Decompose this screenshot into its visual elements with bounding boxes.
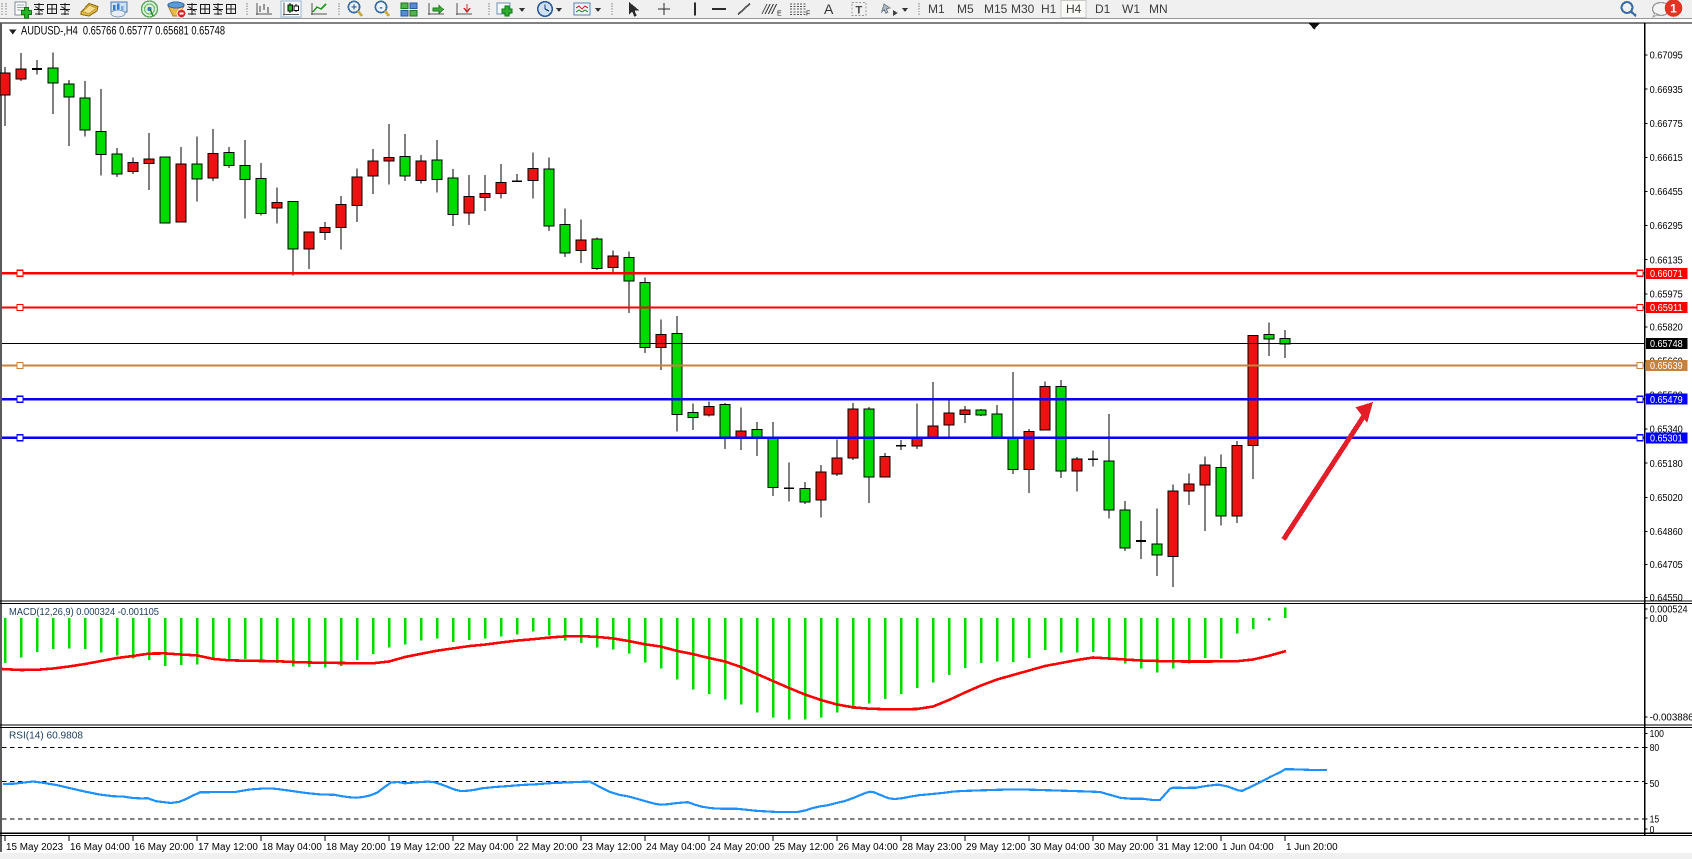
svg-text:0.64705: 0.64705 [1650,560,1684,571]
svg-text:28 May 23:00: 28 May 23:00 [902,842,962,853]
svg-text:0.64860: 0.64860 [1650,527,1684,538]
svg-text:0.65975: 0.65975 [1650,289,1684,300]
svg-text:0.00: 0.00 [1650,614,1668,625]
svg-text:18 May 20:00: 18 May 20:00 [326,842,386,853]
svg-text:30 May 04:00: 30 May 04:00 [1030,842,1090,853]
svg-text:MACD(12,26,9) 0.000324 -0.0011: MACD(12,26,9) 0.000324 -0.001105 [9,606,159,618]
svg-text:23 May 12:00: 23 May 12:00 [582,842,642,853]
svg-text:0.65479: 0.65479 [1650,395,1683,406]
svg-text:0.66935: 0.66935 [1650,85,1684,96]
svg-text:0.67095: 0.67095 [1650,51,1684,62]
svg-text:D1: D1 [1095,2,1111,16]
svg-text:29 May 12:00: 29 May 12:00 [966,842,1026,853]
svg-text:AUDUSD-,H4 0.65766 0.65777 0.: AUDUSD-,H4 0.65766 0.65777 0.65681 0.657… [21,26,225,38]
svg-text:30 May 20:00: 30 May 20:00 [1094,842,1154,853]
svg-text:0.66071: 0.66071 [1650,269,1683,280]
svg-text:22 May 20:00: 22 May 20:00 [518,842,578,853]
svg-text:24 May 20:00: 24 May 20:00 [710,842,770,853]
svg-text:80: 80 [1650,743,1660,754]
svg-text:-: - [379,3,382,14]
svg-text:M30: M30 [1011,2,1035,16]
svg-text:0.65180: 0.65180 [1650,459,1684,470]
svg-text:0.000524: 0.000524 [1650,605,1688,616]
svg-text:W1: W1 [1122,2,1140,16]
svg-text:0.65301: 0.65301 [1650,433,1683,444]
svg-text:1: 1 [1670,1,1677,15]
svg-text:1 Jun 04:00: 1 Jun 04:00 [1222,842,1274,853]
svg-text:0.66135: 0.66135 [1650,255,1684,266]
svg-text:17 May 12:00: 17 May 12:00 [198,842,258,853]
svg-text:0: 0 [1650,825,1655,836]
svg-text:16 May 04:00: 16 May 04:00 [70,842,130,853]
svg-text:0.66295: 0.66295 [1650,221,1684,232]
svg-text:50: 50 [1650,779,1660,790]
svg-text:RSI(14) 60.9808: RSI(14) 60.9808 [9,730,83,742]
svg-text:16 May 20:00: 16 May 20:00 [134,842,194,853]
svg-text:0.66455: 0.66455 [1650,187,1684,198]
svg-text:0.66775: 0.66775 [1650,119,1684,130]
svg-text:18 May 04:00: 18 May 04:00 [262,842,322,853]
svg-text:22 May 04:00: 22 May 04:00 [454,842,514,853]
svg-text:T: T [856,5,863,17]
svg-text:19 May 12:00: 19 May 12:00 [390,842,450,853]
svg-text:25 May 12:00: 25 May 12:00 [774,842,834,853]
svg-text:M5: M5 [957,2,974,16]
svg-text:0.65911: 0.65911 [1650,303,1683,314]
svg-text:31 May 12:00: 31 May 12:00 [1158,842,1218,853]
svg-text:15: 15 [1650,815,1660,826]
svg-text:M15: M15 [984,2,1008,16]
svg-text:M1: M1 [928,2,945,16]
svg-text:15 May 2023: 15 May 2023 [6,842,64,853]
svg-text:+: + [351,3,357,14]
svg-text:E: E [777,11,782,18]
svg-text:-0.003886: -0.003886 [1650,713,1692,724]
svg-text:24 May 04:00: 24 May 04:00 [646,842,706,853]
svg-text:MN: MN [1149,2,1168,16]
svg-text:0.65340: 0.65340 [1650,425,1684,436]
svg-text:A: A [824,1,834,17]
svg-text:0.65748: 0.65748 [1650,339,1683,350]
svg-text:26 May 04:00: 26 May 04:00 [838,842,898,853]
svg-text:H1: H1 [1041,2,1057,16]
svg-text:F: F [806,11,810,18]
svg-text:0.66615: 0.66615 [1650,153,1684,164]
svg-text:100: 100 [1650,729,1665,740]
svg-text:1 Jun 20:00: 1 Jun 20:00 [1286,842,1338,853]
svg-text:H4: H4 [1066,2,1082,16]
svg-text:0.65020: 0.65020 [1650,493,1684,504]
svg-text:0.64550: 0.64550 [1650,593,1684,604]
svg-text:0.65820: 0.65820 [1650,322,1684,333]
svg-text:0.65639: 0.65639 [1650,361,1683,372]
